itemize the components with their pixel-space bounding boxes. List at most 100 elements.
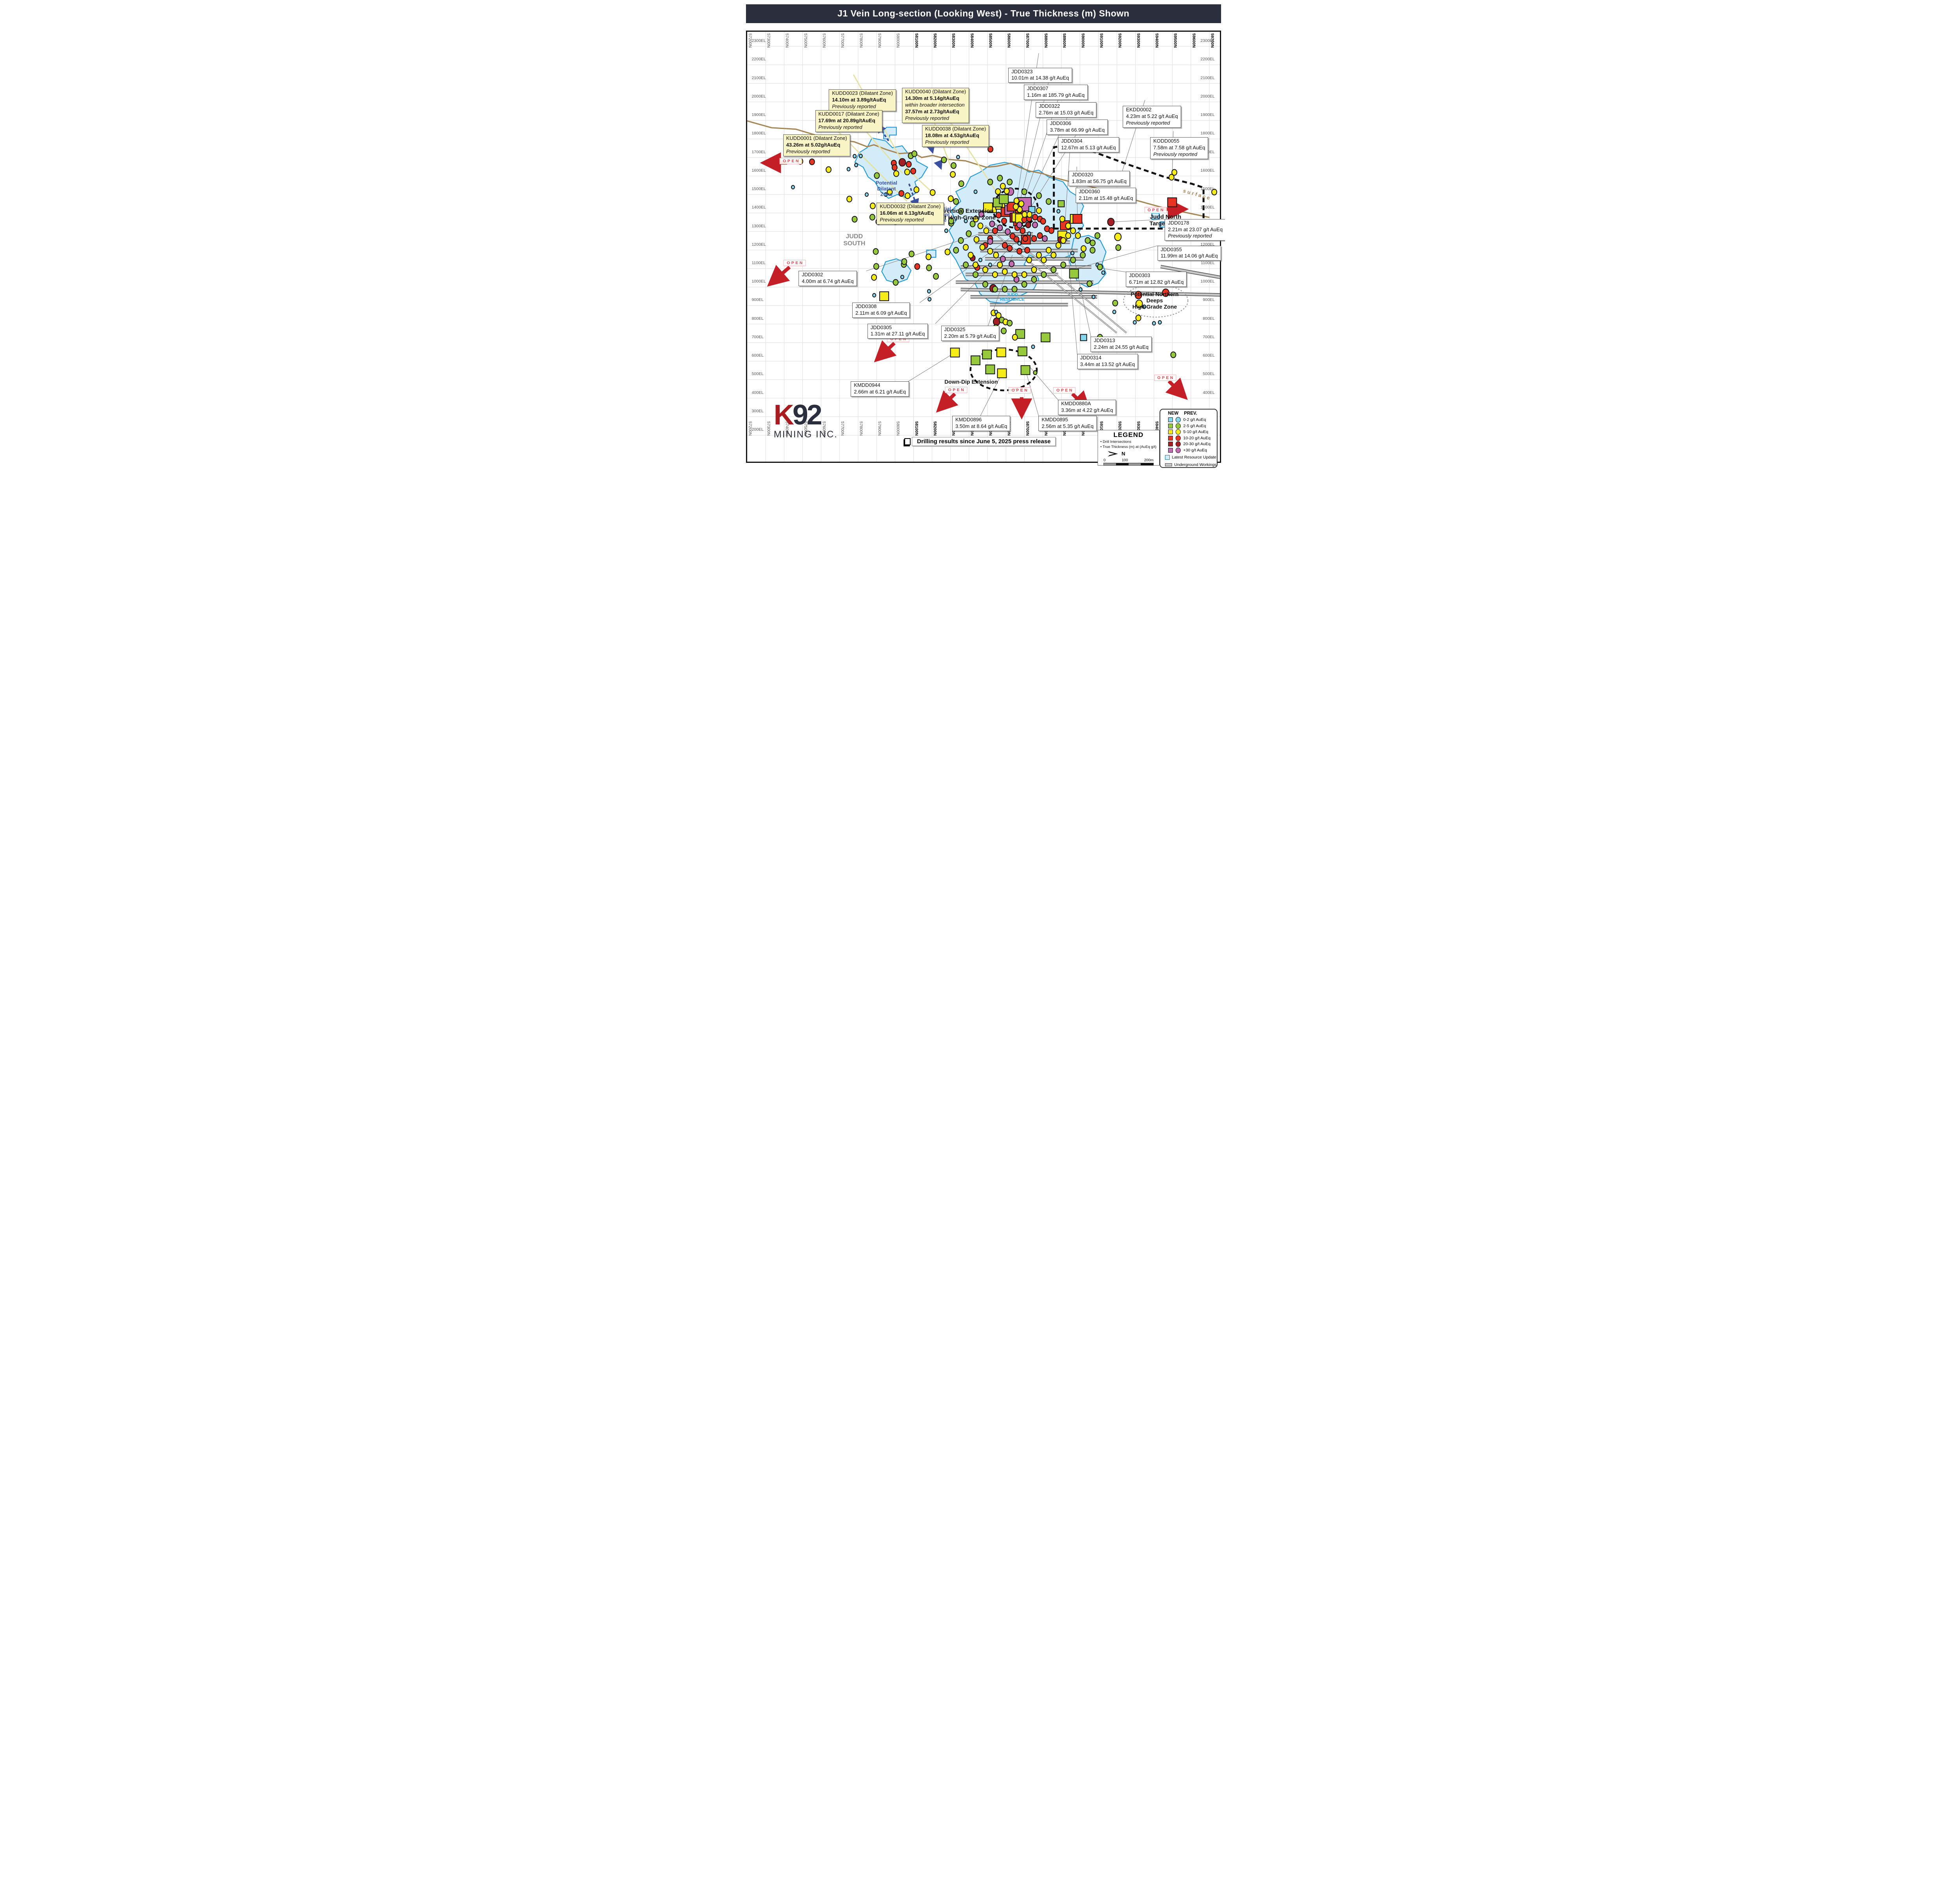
- axis-elevation-left: 1700EL: [751, 149, 766, 154]
- drill-intersection-prev: [973, 189, 978, 194]
- drill-intersection-prev: [949, 171, 956, 178]
- callout-line: Previously reported: [818, 124, 862, 130]
- drill-intersection-prev: [1070, 256, 1076, 263]
- drill-intersection-prev: [858, 153, 863, 158]
- drill-intersection-prev: [958, 180, 964, 187]
- axis-northing-top: 59500N: [1173, 33, 1178, 48]
- drill-intersection-prev: [869, 202, 876, 209]
- drill-intersection-prev: [944, 228, 948, 233]
- drill-intersection-prev: [825, 166, 831, 173]
- callout-line: KUDD0032 (Dilatant Zone): [880, 203, 941, 209]
- drill-intersection-prev: [1016, 221, 1022, 228]
- drill-intersection-prev: [854, 163, 858, 167]
- callout-line: KUDD0023 (Dilatant Zone): [832, 90, 893, 96]
- axis-elevation-right: 1600EL: [1200, 168, 1215, 173]
- axis-northing-bottom: 57400N: [784, 421, 789, 436]
- callout-line: 2.20m at 5.79 g/t AuEq: [944, 333, 996, 339]
- drill-intersection-prev: [851, 216, 858, 223]
- drill-intersection-prev: [992, 227, 998, 234]
- drill-intersection-prev: [969, 220, 976, 227]
- drill-intersection-prev: [898, 190, 904, 197]
- callout-line: 2.11m at 15.48 g/t AuEq: [1078, 195, 1133, 201]
- callout-line: JDD0325: [944, 326, 965, 333]
- legend-title: LEGEND: [1113, 431, 1144, 439]
- callout-line: KMDD0896: [955, 417, 982, 423]
- drill-intersection-prev: [1142, 304, 1146, 309]
- drill-intersection-prev: [1011, 271, 1018, 278]
- callout-line: 14.30m at 5.14g/tAuEq: [905, 95, 960, 102]
- callout-leader: [1025, 370, 1039, 416]
- axis-elevation-left: 800EL: [751, 316, 764, 321]
- drill-intersection-prev: [873, 172, 880, 179]
- callout-line: 17.69m at 20.89g/tAuEq: [818, 117, 875, 123]
- axis-northing-bottom: 57200N: [748, 421, 753, 436]
- legend-prev-swatch: [1175, 447, 1181, 453]
- drill-intersection-new: [1080, 334, 1087, 341]
- drill-intersection-prev: [927, 297, 931, 301]
- axis-northing-top: 58500N: [988, 33, 993, 48]
- axis-elevation-left: 1100EL: [751, 260, 766, 265]
- map-label: JUDD SOUTH: [843, 233, 866, 247]
- figure-title: J1 Vein Long-section (Looking West) - Tr…: [837, 8, 1130, 19]
- axis-northing-top: 58400N: [969, 33, 975, 48]
- open-badge: OPEN: [780, 158, 802, 164]
- callout-line: Previously reported: [880, 216, 924, 223]
- callout-leader: [919, 238, 1009, 303]
- drill-callout-jdd0307: JDD0307 1.16m at 185.79 g/t AuEq: [1024, 85, 1088, 100]
- drill-intersection-prev: [893, 170, 899, 177]
- axis-northing-top: 59400N: [1154, 33, 1159, 48]
- drill-intersection-prev: [1135, 299, 1143, 308]
- callout-line: Previously reported: [1153, 151, 1198, 157]
- drill-intersection-prev: [914, 263, 920, 270]
- drill-intersection-prev: [967, 251, 974, 258]
- drill-intersection-prev: [1070, 227, 1076, 234]
- drill-intersection-prev: [950, 162, 956, 169]
- drill-intersection-new: [1167, 197, 1177, 207]
- callout-line: KUDD0038 (Dilatant Zone): [925, 126, 986, 132]
- drill-intersection-prev: [1004, 228, 1011, 235]
- open-badge: OPEN: [1154, 374, 1177, 381]
- drill-intersection-prev: [978, 257, 982, 262]
- legend-grade-label: 2-5 g/t AuEq: [1183, 423, 1206, 428]
- drill-intersection-prev: [1152, 321, 1156, 326]
- legend-grade-label: 10-20 g/t AuEq: [1183, 435, 1210, 440]
- drill-callout-kudd0001: KUDD0001 (Dilatant Zone) 43.26m at 5.02g/…: [783, 134, 850, 156]
- drill-intersection-prev: [1027, 231, 1031, 236]
- callout-line: Previously reported: [1168, 233, 1212, 239]
- drill-intersection-new: [1017, 346, 1027, 356]
- callout-line: KUDD0040 (Dilatant Zone): [905, 89, 966, 95]
- axis-northing-bottom: 57700N: [840, 421, 845, 436]
- legend-new-swatch: [1168, 448, 1173, 453]
- drill-intersection-prev: [983, 227, 989, 234]
- axis-elevation-right: 2200EL: [1200, 57, 1215, 62]
- drill-intersection-prev: [1040, 218, 1046, 225]
- callout-line: KUDD0001 (Dilatant Zone): [786, 135, 847, 141]
- legend-resource-row: Latest Resource Update: [1165, 454, 1216, 460]
- drill-intersection-prev: [1161, 288, 1169, 297]
- drill-intersection-prev: [883, 192, 887, 197]
- drill-intersection-prev: [1004, 187, 1010, 194]
- legend-col-new: NEW: [1168, 411, 1179, 416]
- callout-line: 14.10m at 3.89g/tAuEq: [832, 96, 886, 103]
- drill-intersection-new: [1015, 329, 1025, 339]
- drill-intersection-prev: [972, 261, 978, 268]
- axis-northing-top: 59600N: [1191, 33, 1196, 48]
- drill-intersection-prev: [1013, 203, 1019, 210]
- legend-box: LEGEND • Drill Intersections • True Thic…: [1098, 430, 1160, 466]
- drill-intersection-prev: [1060, 261, 1066, 268]
- drill-intersection-prev: [973, 236, 980, 243]
- callout-line: 2.76m at 15.03 g/t AuEq: [1038, 109, 1094, 116]
- axis-northing-top: 57700N: [840, 33, 845, 48]
- legend-grade-label: 20-30 g/t AuEq: [1183, 442, 1210, 447]
- legend-prev-swatch: [1175, 441, 1181, 447]
- callout-line: 4.23m at 5.22 g/t AuEq: [1126, 113, 1178, 120]
- callout-line: KODD0055: [1153, 138, 1180, 144]
- open-badge: OPEN: [1008, 387, 1031, 393]
- drill-intersection-prev: [1036, 232, 1043, 239]
- axis-elevation-left: 1600EL: [751, 168, 766, 173]
- drill-callout-kodd0055: KODD0055 7.58m at 7.58 g/t AuEq Previously…: [1150, 137, 1209, 159]
- axis-elevation-left: 1500EL: [751, 187, 766, 191]
- drill-intersection-prev: [989, 220, 995, 227]
- drill-callout-kmdd0880a: KMDD0880A 3.36m at 4.22 g/t AuEq: [1058, 400, 1116, 415]
- drill-intersection-new: [970, 355, 980, 365]
